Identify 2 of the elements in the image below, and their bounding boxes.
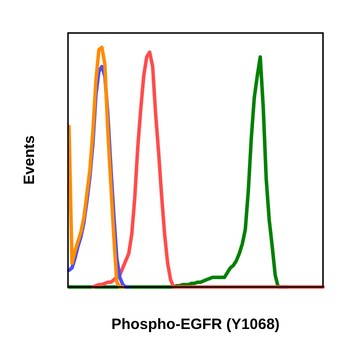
y-axis-title: Events <box>21 135 38 185</box>
x-axis-title: Phospho-EGFR (Y1068) <box>111 316 280 333</box>
